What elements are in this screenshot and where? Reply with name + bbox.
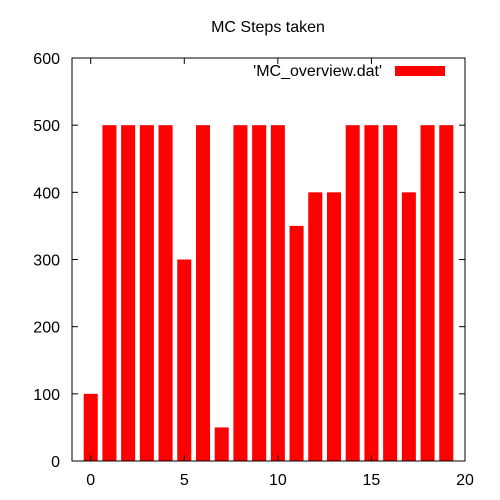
bar-x-6 (195, 125, 211, 462)
bar-x-1 (102, 125, 117, 462)
bar-x-12 (308, 192, 323, 462)
y-tick-label-200: 200 (33, 320, 60, 337)
y-tick-label-600: 600 (33, 51, 60, 68)
bar-x-2 (121, 125, 136, 462)
y-tick-label-0: 0 (51, 454, 60, 471)
x-tick-label-10: 10 (269, 472, 287, 489)
bar-x-4 (158, 125, 173, 462)
bar-x-9 (252, 125, 267, 462)
legend: 'MC_overview.dat' (253, 63, 445, 80)
bar-x-7 (214, 427, 229, 461)
chart-title: MC Steps taken (211, 19, 325, 36)
bar-x-14 (345, 125, 360, 462)
bar-x-17 (401, 192, 416, 462)
bar-x-11 (289, 225, 304, 461)
bar-x-19 (439, 125, 454, 462)
axis-tick-labels: 0 100 200 300 400 500 600 0 5 10 15 20 (33, 51, 474, 489)
x-tick-label-0: 0 (86, 472, 95, 489)
x-tick-label-5: 5 (180, 472, 189, 489)
legend-label: 'MC_overview.dat' (253, 63, 382, 80)
bar-x-3 (139, 125, 154, 462)
x-tick-label-20: 20 (456, 472, 474, 489)
bar-x-18 (420, 125, 435, 462)
y-tick-label-300: 300 (33, 253, 60, 270)
bar-x-15 (364, 125, 379, 462)
bar-x-8 (233, 125, 248, 462)
bar-x-5 (177, 259, 192, 461)
plot-frame (71, 57, 466, 462)
x-tick-label-15: 15 (363, 472, 381, 489)
y-tick-label-400: 400 (33, 185, 60, 202)
bar-x-0 (83, 393, 98, 461)
bar-x-10 (270, 125, 285, 462)
y-tick-label-100: 100 (33, 387, 60, 404)
y-tick-label-500: 500 (33, 118, 60, 135)
bar-x-13 (326, 192, 342, 462)
bar-series (83, 125, 454, 462)
legend-swatch (395, 66, 445, 76)
bar-x-16 (383, 125, 398, 462)
